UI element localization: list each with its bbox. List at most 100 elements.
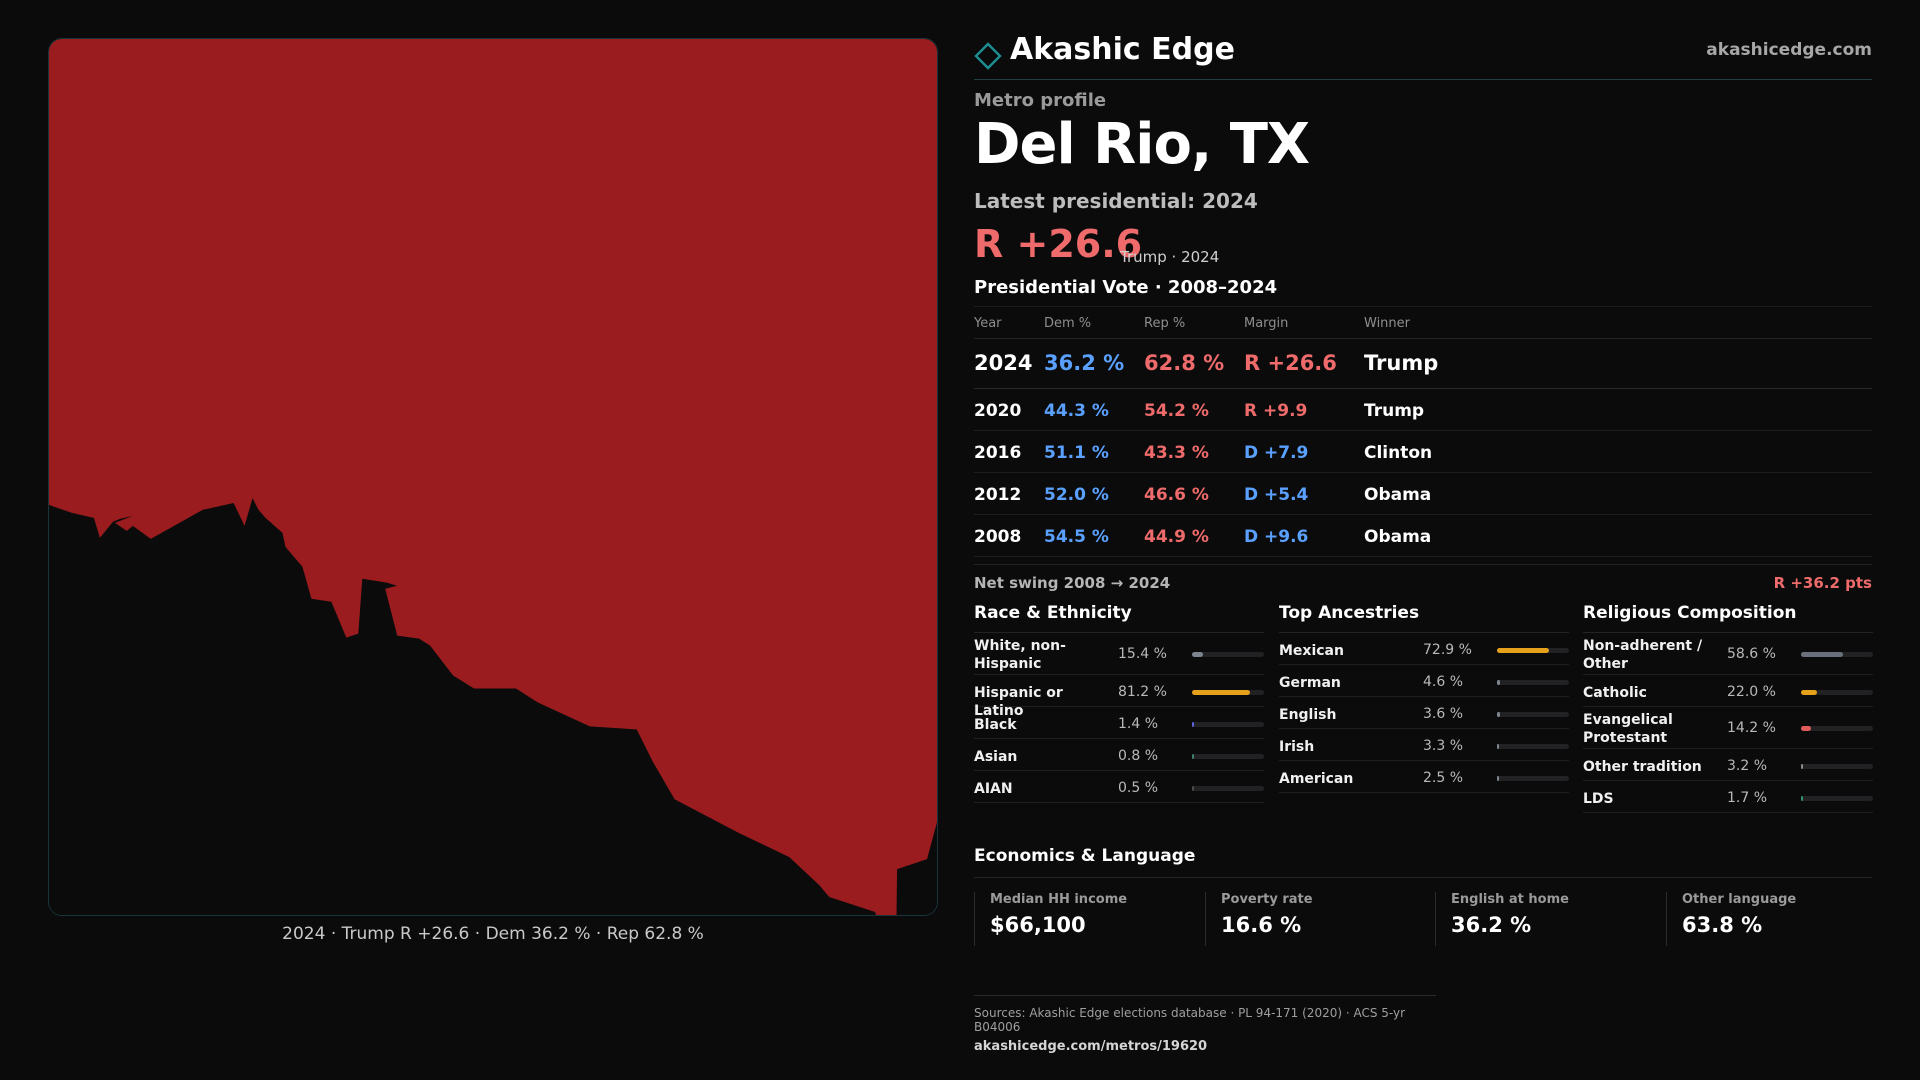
- row-dem: 54.5 %: [1044, 527, 1109, 547]
- section-title: Race & Ethnicity: [974, 600, 1264, 633]
- bar-fill: [1801, 764, 1804, 769]
- col-header-winner: Winner: [1364, 316, 1411, 331]
- list-item: Non-adherent / Other 58.6 %: [1583, 633, 1873, 675]
- row-winner: Obama: [1364, 485, 1432, 505]
- headline-margin: R +26.6: [974, 222, 1143, 266]
- table-row: 2020 44.3 % 54.2 % R +9.9 Trump: [974, 389, 1872, 431]
- row-winner: Trump: [1364, 351, 1439, 375]
- economics-title: Economics & Language: [974, 846, 1872, 878]
- bar-fill: [1497, 776, 1499, 781]
- stat-value: 63.8 %: [1682, 913, 1763, 937]
- row-year: 2024: [974, 351, 1033, 375]
- bar-track: [1192, 690, 1264, 695]
- bar-fill: [1801, 796, 1803, 801]
- bar-track: [1192, 786, 1264, 791]
- county-shape-svg: [49, 39, 937, 915]
- row-winner: Obama: [1364, 527, 1432, 547]
- net-swing-label: Net swing 2008 → 2024: [974, 574, 1171, 592]
- list-item: Black 1.4 %: [974, 707, 1264, 739]
- row-dem: 36.2 %: [1044, 351, 1125, 375]
- stat-poverty-rate: Poverty rate 16.6 %: [1205, 892, 1425, 946]
- section-title: Top Ancestries: [1279, 600, 1569, 633]
- item-value: 58.6 %: [1727, 646, 1776, 662]
- list-item: AIAN 0.5 %: [974, 771, 1264, 803]
- bar-track: [1801, 690, 1873, 695]
- stat-label: Median HH income: [990, 892, 1128, 907]
- item-value: 0.5 %: [1118, 780, 1159, 796]
- headline-margin-sub: Trump · 2024: [1120, 248, 1220, 266]
- brand-url-link[interactable]: akashicedge.com: [1706, 40, 1872, 60]
- bar-fill: [1801, 690, 1817, 695]
- stat-value: 16.6 %: [1221, 913, 1302, 937]
- map-caption: 2024 · Trump R +26.6 · Dem 36.2 % · Rep …: [282, 924, 704, 944]
- diamond-outline-icon: [974, 42, 1002, 70]
- item-label: Other tradition: [1583, 759, 1702, 775]
- list-item: Evangelical Protestant 14.2 %: [1583, 707, 1873, 749]
- stat-other-language: Other language 63.8 %: [1666, 892, 1886, 946]
- section-title: Religious Composition: [1583, 600, 1873, 633]
- bar-fill: [1192, 722, 1194, 727]
- county-map: [48, 38, 938, 916]
- brand-header: Akashic Edge akashicedge.com: [974, 30, 1872, 80]
- eyebrow-label: Metro profile: [974, 90, 1107, 111]
- item-value: 72.9 %: [1423, 642, 1472, 658]
- item-value: 4.6 %: [1423, 674, 1464, 690]
- item-value: 1.7 %: [1727, 790, 1768, 806]
- list-item: Asian 0.8 %: [974, 739, 1264, 771]
- item-value: 22.0 %: [1727, 684, 1776, 700]
- vote-table-title: Presidential Vote · 2008–2024: [974, 277, 1278, 298]
- col-header-margin: Margin: [1244, 316, 1289, 331]
- bar-fill: [1192, 786, 1194, 791]
- sources-footer: Sources: Akashic Edge elections database…: [974, 995, 1436, 1054]
- bar-fill: [1801, 726, 1812, 731]
- item-label: Irish: [1279, 739, 1315, 755]
- bar-track: [1497, 712, 1569, 717]
- item-value: 81.2 %: [1118, 684, 1167, 700]
- bar-track: [1497, 680, 1569, 685]
- item-label: LDS: [1583, 791, 1614, 807]
- item-label: American: [1279, 771, 1354, 787]
- bar-track: [1497, 744, 1569, 749]
- list-item: Irish 3.3 %: [1279, 729, 1569, 761]
- bar-fill: [1192, 754, 1194, 759]
- item-label: Hispanic or Latino: [974, 685, 1063, 719]
- item-value: 2.5 %: [1423, 770, 1464, 786]
- row-margin: D +7.9: [1244, 443, 1309, 463]
- latest-presidential-label: Latest presidential: 2024: [974, 189, 1258, 213]
- stat-label: English at home: [1451, 892, 1569, 907]
- list-item: American 2.5 %: [1279, 761, 1569, 793]
- bar-track: [1192, 754, 1264, 759]
- row-margin: D +5.4: [1244, 485, 1309, 505]
- item-label: Asian: [974, 749, 1018, 765]
- source-url-link[interactable]: akashicedge.com/metros/19620: [974, 1039, 1208, 1054]
- item-label: AIAN: [974, 781, 1013, 797]
- bar-track: [1801, 796, 1873, 801]
- list-item: Hispanic or Latino 81.2 %: [974, 675, 1264, 719]
- bar-fill: [1192, 690, 1251, 695]
- table-row: 2016 51.1 % 43.3 % D +7.9 Clinton: [974, 431, 1872, 473]
- net-swing-value: R +36.2 pts: [1773, 574, 1872, 592]
- item-value: 15.4 %: [1118, 646, 1167, 662]
- row-dem: 44.3 %: [1044, 401, 1109, 421]
- religion-section: Religious Composition Non-adherent / Oth…: [1583, 600, 1873, 813]
- item-label: White, non-Hispanic: [974, 638, 1066, 672]
- row-rep: 54.2 %: [1144, 401, 1209, 421]
- row-rep: 43.3 %: [1144, 443, 1209, 463]
- item-value: 0.8 %: [1118, 748, 1159, 764]
- item-value: 14.2 %: [1727, 720, 1776, 736]
- economics-grid: Median HH income $66,100 Poverty rate 16…: [974, 892, 1872, 946]
- race-ethnicity-section: Race & Ethnicity White, non-Hispanic 15.…: [974, 600, 1264, 803]
- row-margin: R +26.6: [1244, 351, 1337, 375]
- item-label: English: [1279, 707, 1337, 723]
- list-item: LDS 1.7 %: [1583, 781, 1873, 813]
- sources-text: Sources: Akashic Edge elections database…: [974, 1006, 1406, 1034]
- county-shape: [49, 39, 937, 915]
- row-year: 2016: [974, 443, 1022, 463]
- item-label: Non-adherent / Other: [1583, 638, 1703, 672]
- stat-label: Other language: [1682, 892, 1797, 907]
- bar-fill: [1801, 652, 1844, 657]
- item-label: German: [1279, 675, 1341, 691]
- page-title: Del Rio, TX: [974, 112, 1310, 177]
- row-rep: 62.8 %: [1144, 351, 1225, 375]
- brand-name: Akashic Edge: [1010, 32, 1235, 67]
